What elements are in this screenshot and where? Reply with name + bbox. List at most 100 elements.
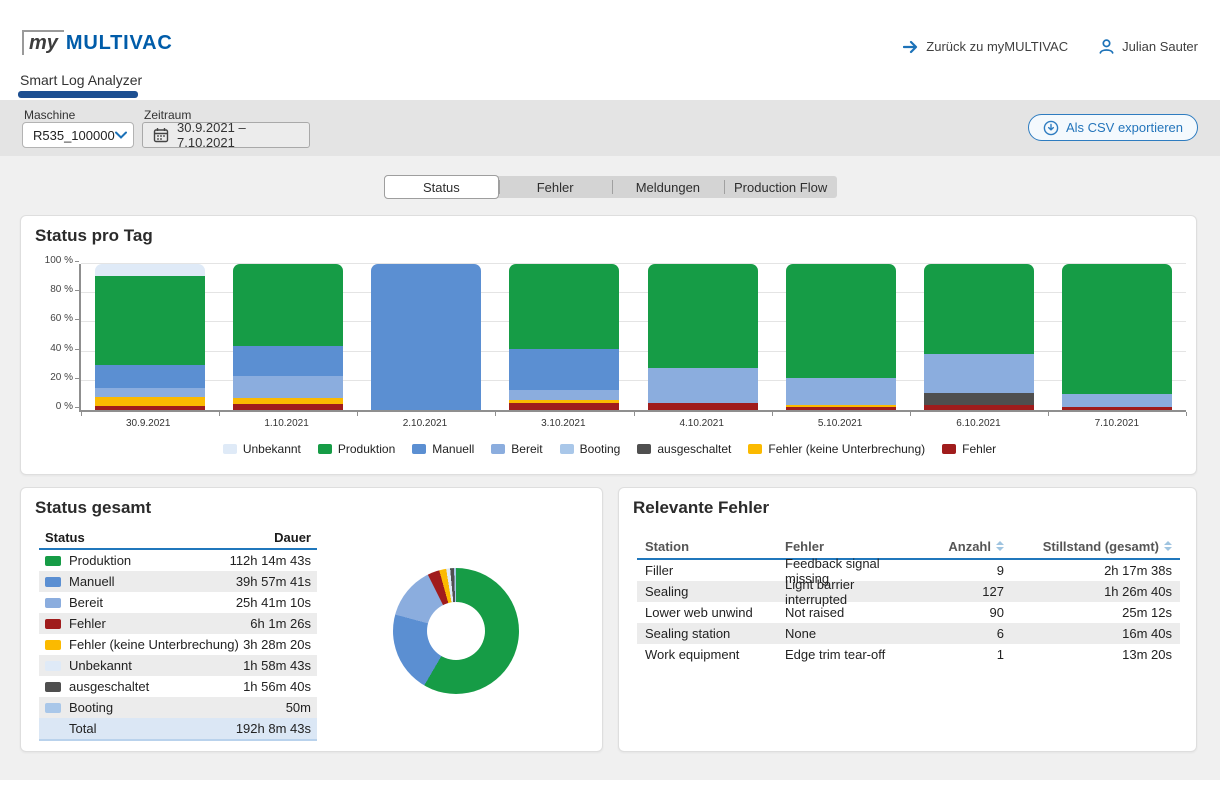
error-table-row: Lower web unwind Not raised 90 25m 12s (637, 602, 1180, 623)
x-axis-label: 3.10.2021 (541, 418, 586, 429)
legend-swatch-fehler (942, 444, 957, 454)
x-axis-tick (909, 412, 911, 416)
bar-segment-fku[interactable] (785, 404, 896, 408)
error-count: 6 (996, 626, 1004, 641)
bar-segment-manuell[interactable] (233, 345, 344, 377)
period-date-range-field[interactable]: 30.9.2021 – 7.10.2021 (142, 120, 310, 150)
bar-segment-bereit[interactable] (923, 353, 1034, 394)
stacked-bar-4.10.2021[interactable] (647, 264, 758, 410)
bars-row (81, 264, 1186, 410)
bar-slot (81, 264, 219, 410)
legend-item-manuell: Manuell (412, 442, 474, 456)
status-per-day-card: Status pro Tag 0 % 20 % 40 % 60 % 80 % 100 % … (20, 215, 1197, 475)
stacked-bar-6.10.2021[interactable] (923, 264, 1034, 410)
bar-segment-fehler[interactable] (923, 404, 1034, 410)
bar-slot (357, 264, 495, 410)
status-total-title: Status gesamt (35, 498, 152, 517)
stacked-bar-1.10.2021[interactable] (233, 264, 344, 410)
status-row-produktion: Produktion 112h 14m 43s (39, 550, 317, 571)
legend-item-bereit: Bereit (491, 442, 543, 456)
bar-segment-bereit[interactable] (647, 368, 758, 404)
sort-icon[interactable] (1164, 541, 1172, 551)
app-tab-smart-log-analyzer[interactable]: Smart Log Analyzer (20, 72, 143, 88)
stacked-bar-7.10.2021[interactable] (1061, 264, 1172, 410)
y-axis-label: 80 % (39, 284, 79, 295)
sort-icon[interactable] (996, 541, 1004, 551)
errors-col-header-stillstand-gesamt-[interactable]: Stillstand (gesamt) (1004, 539, 1172, 554)
bar-segment-bereit[interactable] (509, 390, 620, 400)
status-swatch-fehler (45, 618, 61, 629)
bar-segment-produktion[interactable] (785, 264, 896, 378)
machine-select[interactable]: R535_100000 (22, 122, 134, 148)
bar-segment-manuell[interactable] (371, 264, 482, 410)
bar-segment-bereit[interactable] (1061, 393, 1172, 408)
view-tab-production-flow[interactable]: Production Flow (724, 176, 837, 198)
bar-segment-fku[interactable] (509, 399, 620, 404)
bar-segment-produktion[interactable] (647, 264, 758, 369)
bar-segment-bereit[interactable] (233, 376, 344, 399)
y-axis-label: 20 % (39, 372, 79, 383)
bar-segment-bereit[interactable] (785, 377, 896, 405)
arrow-right-icon (903, 40, 919, 54)
bar-segment-fehler[interactable] (785, 407, 896, 410)
errors-col-header-fehler: Fehler (785, 538, 825, 554)
x-axis-tick (81, 412, 82, 416)
x-axis-label: 6.10.2021 (956, 418, 1001, 429)
legend-item-unbekannt: Unbekannt (222, 442, 301, 456)
error-downtime: 16m 40s (1122, 626, 1172, 641)
bar-segment-fehler[interactable] (1061, 407, 1172, 410)
status-label: Produktion (69, 553, 132, 568)
bar-segment-produktion[interactable] (95, 275, 206, 365)
back-link-label: Zurück zu myMULTIVAC (926, 39, 1069, 54)
bar-segment-ausgeschaltet[interactable] (923, 393, 1034, 405)
error-station: Sealing station (645, 626, 731, 641)
active-tab-underline (18, 91, 138, 98)
legend-item-fku: Fehler (keine Unterbrechung) (748, 442, 925, 456)
bar-segment-produktion[interactable] (1061, 264, 1172, 394)
error-table-row: Work equipment Edge trim tear-off 1 13m 20s (637, 644, 1180, 665)
x-axis-label: 30.9.2021 (125, 418, 171, 429)
errors-col-header-anzahl[interactable]: Anzahl (912, 539, 1004, 554)
view-tab-status[interactable]: Status (384, 175, 499, 199)
bar-segment-fehler[interactable] (509, 403, 620, 410)
legend-swatch-ausgeschaltet (637, 444, 652, 454)
bar-segment-produktion[interactable] (509, 264, 620, 349)
bar-segment-produktion[interactable] (923, 264, 1034, 354)
bar-segment-produktion[interactable] (233, 264, 344, 346)
status-duration: 112h 14m 43s (229, 553, 311, 568)
legend-swatch-fku (748, 444, 763, 454)
legend-label: Produktion (337, 442, 396, 456)
bar-segment-fehler[interactable] (233, 404, 344, 410)
back-to-mymultivac-link[interactable]: Zurück zu myMULTIVAC (903, 39, 1068, 54)
view-tab-fehler[interactable]: Fehler (498, 176, 612, 198)
x-axis-tick (633, 412, 635, 416)
legend-swatch-bereit (491, 444, 506, 454)
status-total-row: Total 192h 8m 43s (39, 718, 317, 741)
bar-segment-bereit[interactable] (95, 388, 206, 397)
gridline (81, 379, 1186, 381)
stacked-bar-2.10.2021[interactable] (371, 264, 482, 410)
bar-segment-fku[interactable] (233, 398, 344, 405)
export-csv-label: Als CSV exportieren (1065, 120, 1183, 135)
stacked-bar-3.10.2021[interactable] (509, 264, 620, 410)
bar-segment-manuell[interactable] (509, 348, 620, 391)
bar-slot (910, 264, 1048, 410)
bar-segment-fku[interactable] (95, 396, 206, 407)
error-name: Not raised (785, 605, 845, 620)
status-donut-chart[interactable] (393, 568, 519, 694)
status-label: Manuell (69, 574, 115, 589)
legend-label: ausgeschaltet (657, 442, 732, 456)
status-total-table-header: Status Dauer (39, 526, 317, 550)
legend-item-produktion: Produktion (317, 442, 396, 456)
view-tab-meldungen[interactable]: Meldungen (611, 176, 725, 198)
export-csv-button[interactable]: Als CSV exportieren (1027, 114, 1198, 141)
stacked-bar-5.10.2021[interactable] (785, 264, 896, 410)
error-name: Light barrier interrupted (785, 576, 855, 607)
bar-segment-fehler[interactable] (95, 406, 206, 410)
bar-segment-fehler[interactable] (647, 403, 758, 410)
stacked-bar-30.9.2021[interactable] (95, 264, 206, 410)
user-menu[interactable]: Julian Sauter (1098, 38, 1198, 55)
bar-segment-unbekannt[interactable] (95, 264, 206, 276)
bar-segment-manuell[interactable] (95, 364, 206, 389)
error-station: Filler (645, 563, 674, 578)
